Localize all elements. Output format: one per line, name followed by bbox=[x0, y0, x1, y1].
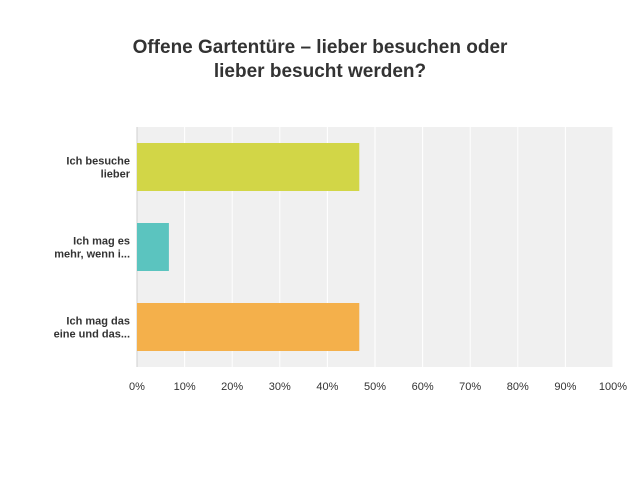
category-label: lieber bbox=[101, 169, 131, 181]
x-tick-label: 100% bbox=[599, 381, 627, 393]
x-tick-label: 20% bbox=[221, 381, 243, 393]
bar bbox=[137, 303, 360, 351]
x-tick-label: 90% bbox=[554, 381, 576, 393]
bars bbox=[137, 143, 360, 351]
chart-title: Offene Gartentüre – lieber besuchen oder… bbox=[132, 37, 508, 82]
x-tick-label: 10% bbox=[174, 381, 196, 393]
x-tick-label: 0% bbox=[129, 381, 145, 393]
category-label: Ich mag das bbox=[66, 316, 130, 328]
category-label: Ich besuche bbox=[66, 156, 130, 168]
x-tick-label: 80% bbox=[507, 381, 529, 393]
x-tick-label: 60% bbox=[412, 381, 434, 393]
category-label: mehr, wenn i... bbox=[54, 249, 130, 261]
bar bbox=[137, 143, 360, 191]
x-tick-labels: 0% 10% 20% 30% 40% 50% 60% 70% 80% 90% 100% bbox=[129, 381, 627, 393]
x-tick-label: 50% bbox=[364, 381, 386, 393]
x-tick-label: 30% bbox=[269, 381, 291, 393]
bar bbox=[137, 223, 169, 271]
x-tick-label: 40% bbox=[316, 381, 338, 393]
category-label: Ich mag es bbox=[73, 236, 130, 248]
category-label: eine und das... bbox=[54, 329, 130, 341]
x-tick-label: 70% bbox=[459, 381, 481, 393]
